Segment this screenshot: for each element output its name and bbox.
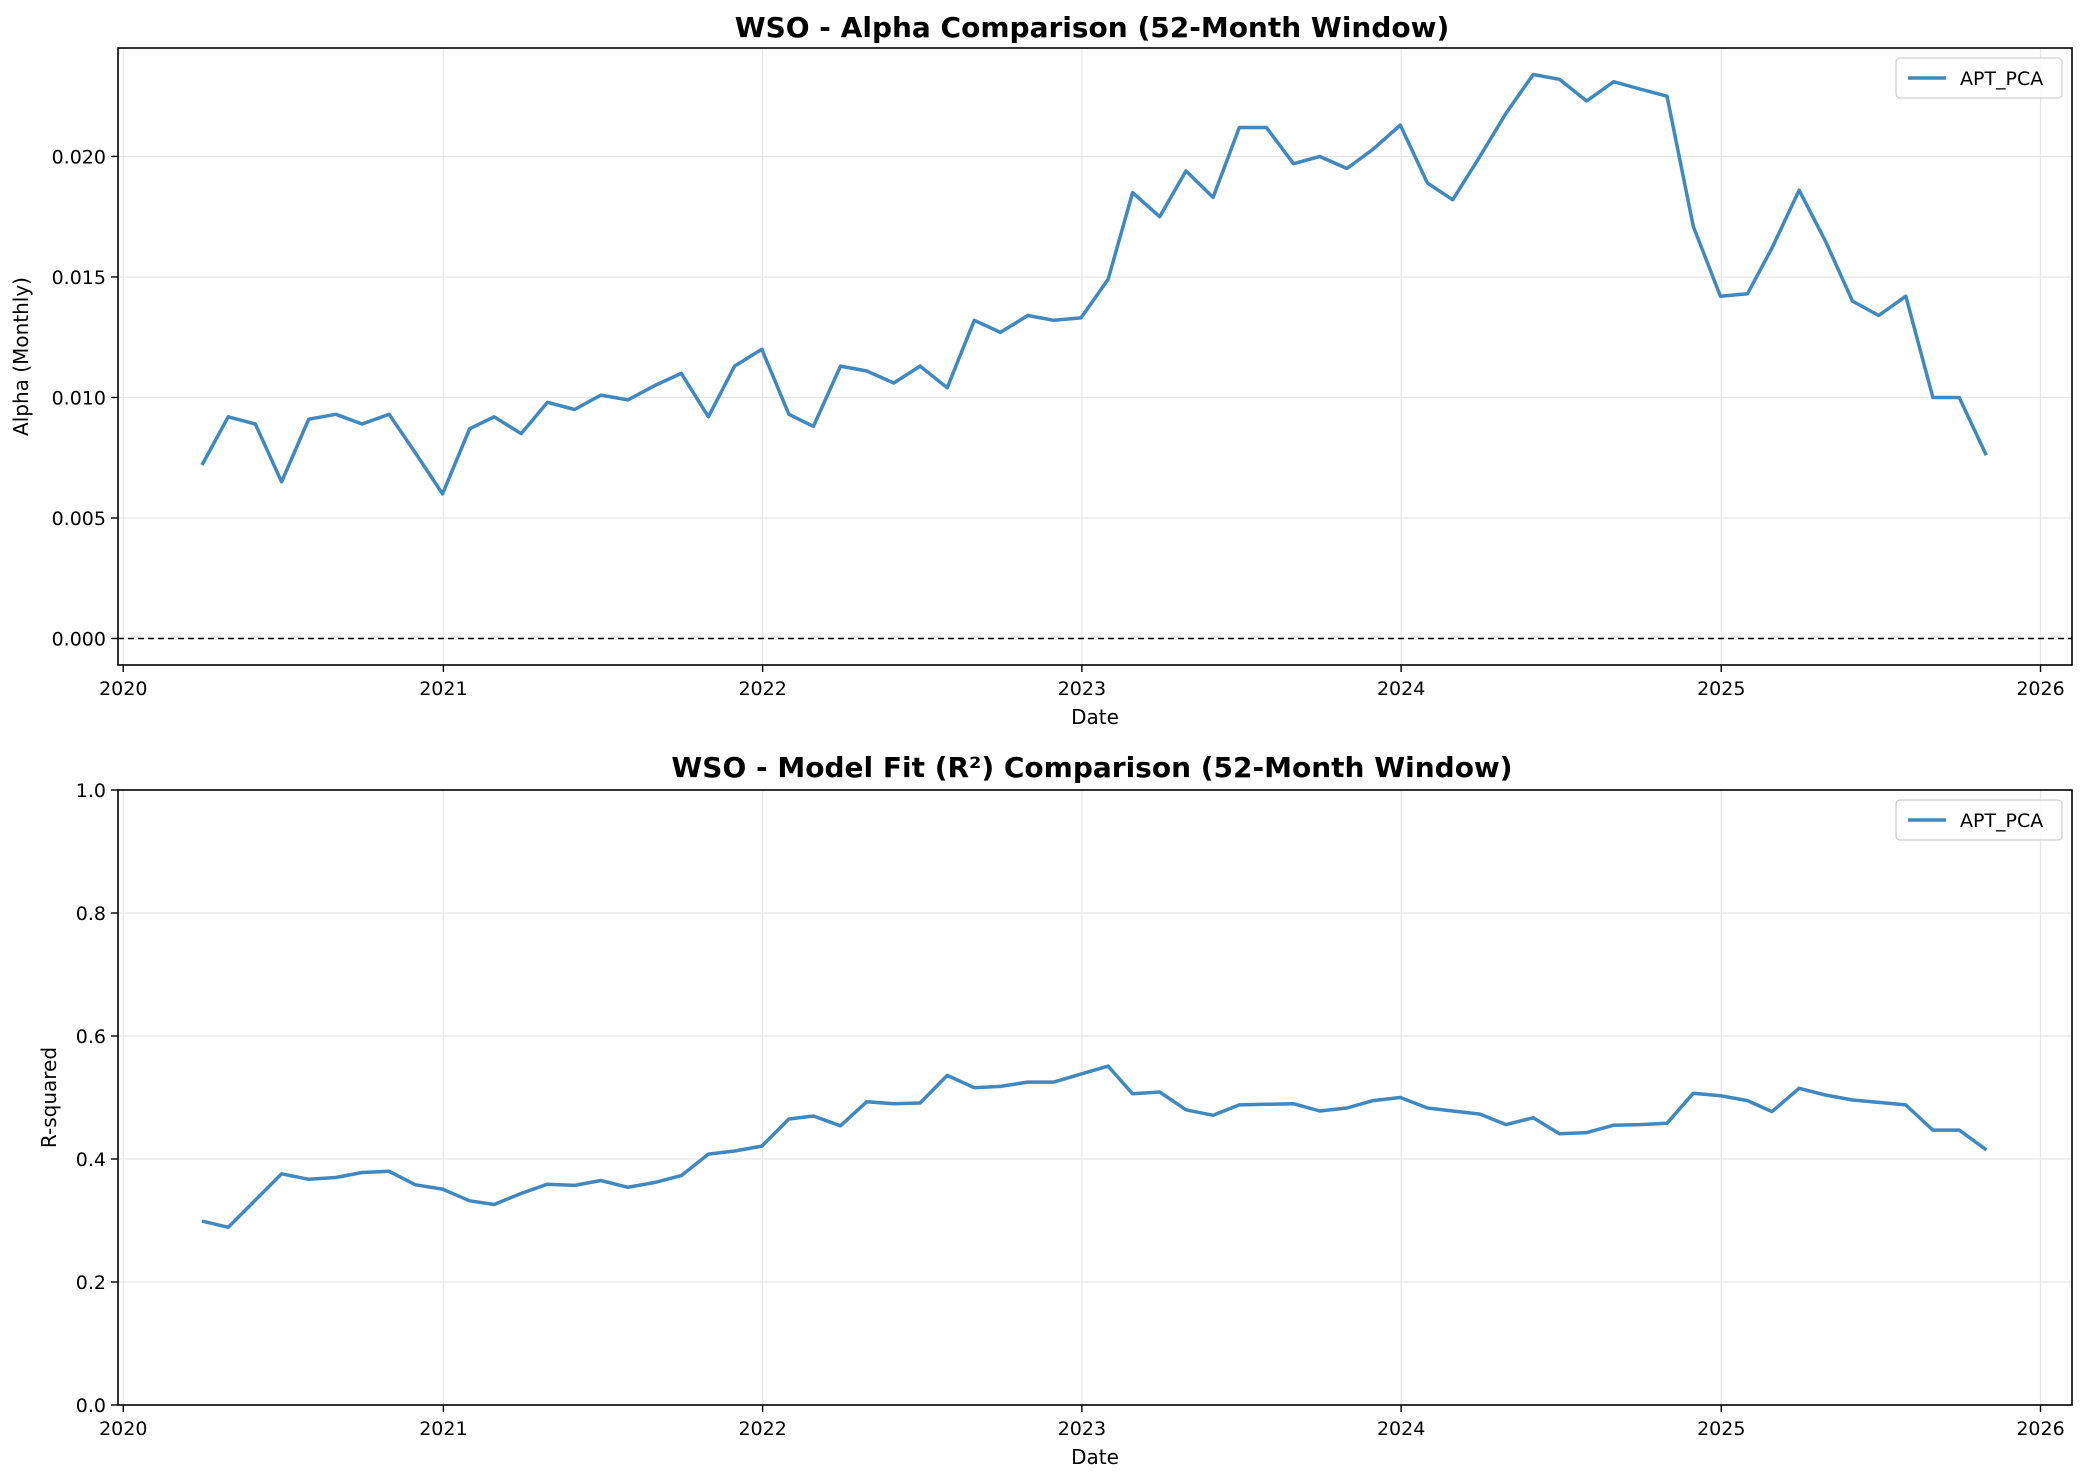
r-squared-x-tick-label: 2025 xyxy=(1697,1418,1745,1440)
alpha-x-tick-label: 2023 xyxy=(1058,678,1106,700)
r-squared-series-line-apt-pca xyxy=(201,1064,1988,1230)
r-squared-ticks: 2020 2021 2022 2023 2024 2025 2026 0.0 0.2 0.4 0.6… xyxy=(76,780,2065,1440)
r-squared-x-tick-label: 2026 xyxy=(2016,1418,2064,1440)
r-squared-x-axis-label: Date xyxy=(1071,1445,1119,1469)
r-squared-y-tick-label: 0.4 xyxy=(76,1149,106,1171)
r-squared-y-tick-label: 0.6 xyxy=(76,1026,106,1048)
r-squared-chart-panel: WSO - Model Fit (R²) Comparison (52-Mont… xyxy=(37,751,2073,1469)
alpha-series-line-apt-pca xyxy=(200,72,1988,496)
r-squared-plot-frame xyxy=(117,789,2073,1406)
r-squared-y-tick-label: 0.8 xyxy=(76,903,106,925)
alpha-y-tick-label: 0.005 xyxy=(52,508,106,530)
r-squared-legend-label: APT_PCA xyxy=(1960,810,2043,832)
alpha-legend-box xyxy=(1895,57,2063,99)
r-squared-chart-title: WSO - Model Fit (R²) Comparison (52-Mont… xyxy=(671,751,1512,784)
alpha-legend: APT_PCA xyxy=(1895,57,2063,99)
r-squared-y-tick-label: 0.2 xyxy=(76,1272,106,1294)
alpha-y-tick-label: 0.020 xyxy=(52,146,106,168)
alpha-legend-label: APT_PCA xyxy=(1960,68,2043,90)
r-squared-x-tick-label: 2024 xyxy=(1377,1418,1425,1440)
alpha-x-tick-label: 2020 xyxy=(99,678,147,700)
alpha-x-tick-label: 2025 xyxy=(1697,678,1745,700)
alpha-y-tick-label: 0.015 xyxy=(52,267,106,289)
alpha-x-tick-label: 2021 xyxy=(419,678,467,700)
alpha-y-tick-label: 0.000 xyxy=(52,628,106,650)
r-squared-legend: APT_PCA xyxy=(1895,799,2063,841)
r-squared-grid xyxy=(118,789,2072,1406)
r-squared-y-tick-label: 0.0 xyxy=(76,1395,106,1417)
alpha-x-tick-label: 2026 xyxy=(2016,678,2064,700)
alpha-y-tick-label: 0.010 xyxy=(52,387,106,409)
alpha-ticks: 2020 2021 2022 2023 2024 2025 2026 0.000 0.005 0.… xyxy=(52,146,2065,700)
alpha-x-axis-label: Date xyxy=(1071,705,1119,729)
alpha-x-tick-label: 2024 xyxy=(1377,678,1425,700)
r-squared-y-tick-label: 1.0 xyxy=(76,780,106,802)
alpha-chart-panel: WSO - Alpha Comparison (52-Month Window)… xyxy=(9,11,2073,729)
r-squared-x-tick-label: 2022 xyxy=(738,1418,786,1440)
r-squared-x-tick-label: 2021 xyxy=(419,1418,467,1440)
alpha-chart-title: WSO - Alpha Comparison (52-Month Window) xyxy=(735,11,1450,44)
alpha-x-tick-label: 2022 xyxy=(738,678,786,700)
r-squared-x-tick-label: 2023 xyxy=(1058,1418,1106,1440)
r-squared-y-axis-label: R-squared xyxy=(37,1047,61,1148)
r-squared-legend-box xyxy=(1895,799,2063,841)
r-squared-x-tick-label: 2020 xyxy=(99,1418,147,1440)
alpha-plot-frame xyxy=(117,47,2073,666)
alpha-grid xyxy=(118,48,2072,665)
alpha-y-axis-label: Alpha (Monthly) xyxy=(9,277,33,436)
